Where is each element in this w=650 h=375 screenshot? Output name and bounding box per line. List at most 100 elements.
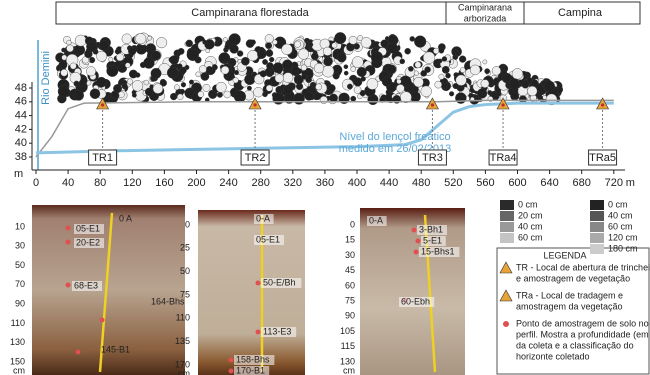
tree (434, 80, 443, 89)
header-box (55, 1, 641, 25)
sample-point (415, 238, 421, 244)
tree (96, 50, 108, 62)
tree (350, 95, 357, 102)
tree (114, 48, 121, 55)
scale-swatch (590, 211, 604, 221)
tree (332, 72, 340, 80)
soil-profile (198, 210, 305, 375)
tree (131, 80, 144, 92)
scale-label: 40 cm (518, 221, 543, 231)
tree (215, 81, 227, 93)
depth-unit: cm (13, 365, 25, 375)
scale-swatch (590, 244, 604, 254)
tree (366, 78, 379, 90)
scale-label: 20 cm (518, 210, 543, 220)
tree (323, 56, 333, 67)
tree (424, 66, 431, 73)
tree (223, 90, 231, 99)
tree (185, 39, 193, 48)
x-tick-label: 40 (62, 177, 74, 189)
tree (265, 84, 273, 92)
site-dot (501, 103, 505, 107)
tree (121, 83, 128, 90)
tree (338, 92, 350, 104)
label-bg (74, 238, 104, 248)
tree (265, 42, 273, 49)
tree (272, 62, 284, 74)
tree (143, 79, 149, 86)
depth-tick-label: 50 (180, 266, 190, 276)
tree (253, 87, 264, 98)
tree (58, 60, 68, 70)
x-tick-label: 280 (252, 177, 270, 189)
depth-tick-label: 115 (341, 341, 355, 351)
site-dot (101, 103, 105, 107)
tree (186, 48, 199, 61)
tree (98, 40, 110, 51)
tree (396, 84, 405, 93)
tree (86, 66, 96, 77)
x-tick-label: 720 (605, 177, 623, 189)
horizon-label: 68-E3 (74, 280, 98, 290)
tree (236, 50, 244, 57)
tree (170, 92, 178, 101)
depth-tick-label: 25 (180, 243, 190, 253)
tree (60, 69, 68, 77)
scale-label: 0 cm (518, 199, 538, 209)
tree (484, 68, 490, 74)
tree (409, 36, 415, 42)
horizon-label: 50-E/Bh (263, 277, 296, 287)
label-bg (419, 247, 460, 257)
scale-swatch (590, 200, 604, 210)
tree (420, 85, 432, 97)
river-label: Rio Demini (40, 51, 52, 105)
horizon-label: 113-E3 (263, 326, 291, 336)
tree (282, 59, 293, 71)
tree (246, 85, 252, 91)
scale-swatch (500, 222, 514, 232)
tree (526, 77, 533, 84)
tree (88, 56, 96, 64)
site-dot (253, 103, 257, 107)
x-tick-label: 80 (94, 177, 106, 189)
tree (308, 42, 314, 48)
tree (438, 73, 445, 80)
tree (343, 64, 349, 70)
tree (459, 67, 466, 73)
tree (233, 70, 239, 76)
tree (135, 33, 147, 45)
scale-swatch (590, 222, 604, 232)
tape (98, 212, 114, 373)
tree (343, 70, 349, 76)
scale-swatch (500, 200, 514, 210)
tree (386, 64, 397, 74)
depth-tick-label: 170 (175, 359, 190, 369)
horizon-label: 05-E1 (256, 234, 280, 244)
soil-profile (32, 205, 185, 375)
water-table (35, 101, 614, 155)
tree (408, 66, 414, 72)
tree (453, 72, 459, 78)
site-label: TR3 (422, 152, 443, 164)
tree (202, 39, 208, 45)
tree (543, 80, 555, 92)
label-bg (254, 235, 284, 245)
legend-icon (499, 261, 513, 274)
x-tick-label: 680 (573, 177, 591, 189)
x-tick-label: 640 (540, 177, 558, 189)
scale-label: 40 cm (608, 210, 633, 220)
label-bg (261, 278, 302, 288)
x-tick-label: 360 (316, 177, 334, 189)
tree (66, 44, 74, 53)
depth-tick-label: 50 (15, 260, 25, 270)
site-box (588, 149, 618, 166)
depth-tick-label: 45 (345, 265, 355, 275)
tree (177, 48, 185, 55)
tree (313, 63, 325, 74)
tree (265, 49, 274, 57)
legend-text: TRa - Local de tradagem e (516, 290, 623, 300)
horizon-label: 60-Ebh (401, 296, 430, 306)
scale-label: 60 cm (608, 221, 633, 231)
sample-point (255, 280, 261, 286)
tree (124, 62, 131, 69)
